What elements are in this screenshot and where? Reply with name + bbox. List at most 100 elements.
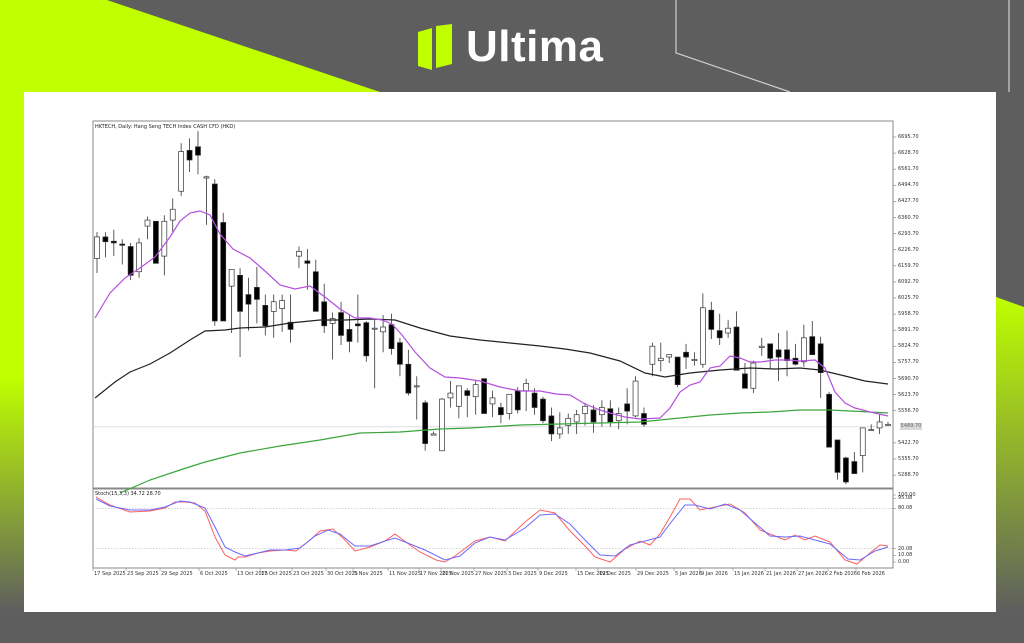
stoch-tick-label: 0.00 [898, 559, 910, 565]
candle [851, 461, 858, 474]
price-tick-label: 6561.70 [898, 166, 919, 173]
stoch-tick-label: 10.08 [898, 552, 913, 559]
candle [405, 363, 412, 394]
stoch-k-line [95, 496, 889, 565]
candle [439, 398, 445, 452]
candle [245, 294, 252, 305]
candle [590, 409, 597, 423]
candle [514, 390, 521, 411]
price-tick-label: 5824.70 [898, 343, 919, 350]
price-tick-label: 6226.70 [898, 246, 919, 253]
candle [876, 421, 883, 429]
candle [380, 326, 386, 333]
candle [464, 390, 471, 396]
date-tick-label: 17 Sep 2025 [94, 571, 126, 577]
date-tick-label: 17 Oct 2025 [261, 571, 292, 577]
candle [582, 405, 588, 414]
candle [649, 345, 656, 365]
date-tick-label: 13 Oct 2025 [237, 571, 268, 577]
candle [733, 326, 740, 371]
lime-band-right [996, 297, 1024, 612]
candle [540, 398, 546, 422]
candle [607, 408, 614, 423]
date-tick-label: 23 Oct 2025 [293, 571, 324, 577]
candle [472, 384, 479, 398]
candle [279, 300, 285, 309]
date-tick-label: 5 Nov 2025 [354, 571, 383, 577]
candle [859, 427, 866, 456]
price-tick-label: 5958.70 [898, 311, 919, 318]
date-tick-label: 27 Jan 2026 [798, 571, 828, 577]
price-tick-label: 5355.70 [898, 456, 919, 462]
price-tick-label: 6628.70 [898, 150, 919, 157]
candle [708, 309, 715, 330]
candle [338, 312, 344, 336]
logo-mark-icon [418, 24, 452, 70]
candle [127, 246, 134, 276]
candle [228, 268, 235, 287]
candle [716, 330, 723, 339]
candle [178, 151, 184, 192]
date-tick-label: 21 Nov 2025 [442, 571, 475, 577]
price-tick-label: 6159.70 [898, 262, 919, 269]
candle [397, 342, 403, 365]
candle [885, 423, 891, 426]
stoch-tick-label: 100.00 [898, 492, 916, 498]
candle [371, 327, 378, 330]
chart-panel [24, 92, 996, 612]
date-tick-label: 2 Feb 2026 [829, 571, 857, 577]
candle [758, 345, 765, 348]
lime-triangle-top-left [0, 0, 380, 560]
candle [237, 274, 243, 312]
candle [700, 307, 706, 365]
price-tick-label: 5757.70 [898, 359, 919, 366]
stochastic-title: Stoch(15,3,3) 34.72 28.70 [95, 491, 161, 497]
candle [742, 373, 748, 389]
date-tick-label: 27 Nov 2025 [475, 571, 508, 577]
candle [834, 439, 841, 473]
price-tick-label: 5288.70 [898, 472, 919, 479]
candle [430, 433, 437, 436]
candle [363, 322, 370, 357]
ma-fast-line [94, 210, 889, 420]
candle [801, 337, 807, 363]
price-tick-label: 5891.70 [898, 327, 919, 334]
candle [826, 393, 832, 448]
current-price-label: 5489.70 [900, 423, 922, 430]
candle [573, 414, 580, 423]
candle [523, 383, 530, 392]
candle [498, 407, 504, 416]
candle [632, 380, 639, 417]
date-tick-label: 11 Nov 2025 [389, 571, 422, 577]
ma-mid-line [94, 318, 889, 399]
date-tick-label: 21 Jan 2026 [766, 571, 796, 577]
price-tick-label: 6092.70 [898, 278, 919, 285]
candle [94, 236, 100, 259]
stoch-tick-label: 20.08 [898, 545, 913, 552]
date-tick-label: 3 Dec 2025 [508, 571, 537, 577]
stoch-tick-label: 80.08 [898, 505, 913, 512]
candle [270, 301, 277, 312]
candle [615, 413, 622, 422]
candle [565, 417, 572, 426]
brand-name: Ultima [466, 22, 604, 71]
candle [110, 240, 117, 244]
candle [296, 250, 302, 257]
ultima-logo: Ultima [418, 22, 603, 72]
price-tick-label: 6360.70 [898, 214, 919, 221]
date-tick-label: 6 Feb 2026 [857, 571, 885, 577]
candle [153, 220, 159, 264]
candle [817, 343, 824, 374]
candle [809, 336, 816, 355]
candle [161, 220, 168, 257]
candle [102, 236, 109, 243]
candle [750, 362, 757, 389]
candle [548, 415, 555, 435]
date-tick-label: 6 Oct 2025 [200, 571, 228, 577]
candle [119, 243, 126, 246]
candle [136, 242, 142, 273]
candle [254, 287, 260, 300]
candle [195, 146, 201, 156]
candle [422, 402, 429, 444]
